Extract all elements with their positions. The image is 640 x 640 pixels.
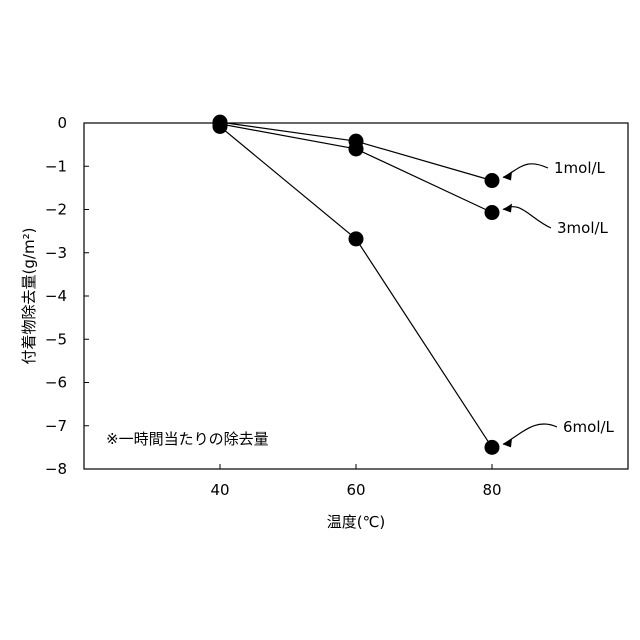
series-line-2 (220, 127, 492, 448)
y-tick-label: −8 (45, 460, 67, 478)
y-tick-label: −4 (45, 287, 67, 305)
series-label: 3mol/L (557, 219, 609, 237)
data-point (485, 205, 500, 220)
x-tick-label: 80 (482, 481, 501, 499)
series-annotations: 1mol/L 3mol/L 6mol/L (503, 159, 615, 447)
annotation-arrowhead-0 (503, 172, 512, 181)
y-tick-label: −3 (45, 244, 67, 262)
y-tick-label: −2 (45, 201, 67, 219)
y-tick-label: −1 (45, 157, 67, 175)
annotation-arrowhead-1 (503, 204, 512, 213)
y-tick-label: 0 (57, 114, 67, 132)
data-point (485, 440, 500, 455)
data-point (485, 173, 500, 188)
plot-area (84, 123, 628, 469)
series-label: 1mol/L (554, 159, 606, 177)
x-axis-title: 温度(℃) (327, 513, 386, 531)
data-point (349, 231, 364, 246)
x-tick-label: 40 (210, 481, 229, 499)
annotation-arrowhead-2 (503, 438, 512, 447)
x-tick-label: 60 (346, 481, 365, 499)
y-tick-label: −7 (45, 417, 67, 435)
y-axis: 0 −1 −2 −3 −4 −5 −6 −7 −8 (45, 114, 89, 478)
data-point (349, 141, 364, 156)
series-label: 6mol/L (563, 418, 615, 436)
y-tick-label: −5 (45, 330, 67, 348)
y-tick-label: −6 (45, 374, 67, 392)
series-layer (213, 115, 500, 455)
chart-note: ※一時間当たりの除去量 (106, 430, 269, 448)
data-point (213, 119, 228, 134)
y-axis-title: 付着物除去量(g/m²) (20, 228, 38, 365)
